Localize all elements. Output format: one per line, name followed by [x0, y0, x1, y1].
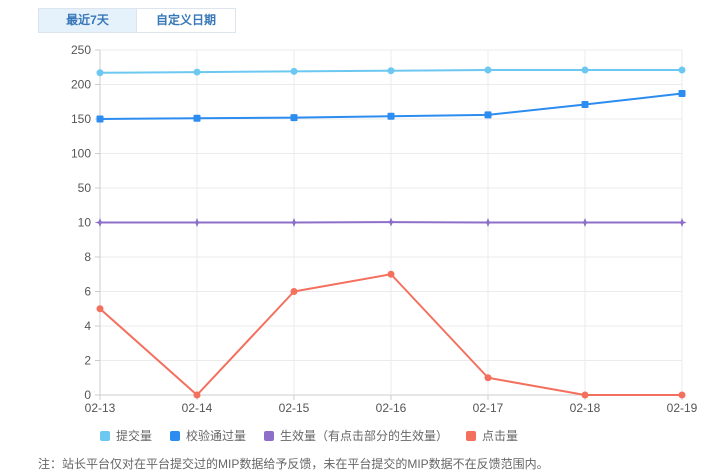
chart-legend: 提交量 校验通过量 生效量（有点击部分的生效量） 点击量: [100, 427, 518, 444]
series-2: [95, 217, 687, 228]
y-tick-label: 8: [84, 250, 91, 264]
data-point: [96, 115, 104, 123]
series-0: [96, 66, 686, 77]
data-point: [386, 217, 396, 227]
legend-item[interactable]: 校验通过量: [170, 427, 246, 444]
legend-label: 提交量: [116, 429, 153, 443]
footnote: 注：站长平台仅对在平台提交过的MIP数据给予反馈，未在平台提交的MIP数据不在反…: [38, 457, 549, 471]
data-point: [96, 69, 104, 77]
data-point: [193, 68, 201, 76]
data-point: [387, 112, 395, 120]
data-point: [581, 391, 589, 399]
tab-recent-7-days[interactable]: 最近7天: [39, 9, 137, 32]
legend-item[interactable]: 提交量: [100, 427, 152, 444]
date-range-tabs: 最近7天 自定义日期: [38, 8, 236, 33]
data-point: [580, 217, 590, 228]
data-point: [290, 67, 298, 75]
series-3: [96, 270, 686, 399]
legend-swatch: [264, 430, 275, 441]
data-point: [289, 217, 299, 228]
legend-label: 点击量: [482, 429, 519, 443]
x-tick-label: 02-18: [570, 401, 601, 415]
y-tick-label: 100: [71, 147, 91, 161]
y-tick-label: 150: [71, 112, 91, 126]
data-point: [193, 391, 201, 399]
data-point: [387, 270, 395, 278]
data-point: [678, 89, 686, 97]
y-tick-label: 200: [71, 78, 91, 92]
data-point: [484, 66, 492, 74]
y-tick-label: 50: [78, 181, 92, 195]
legend-swatch: [100, 430, 110, 441]
data-point: [581, 66, 589, 74]
data-point: [95, 217, 105, 228]
y-tick-label: 10: [78, 216, 92, 230]
data-point: [290, 114, 298, 122]
legend-swatch: [170, 430, 181, 441]
legend-label: 校验通过量: [186, 429, 247, 443]
data-point: [387, 67, 395, 75]
data-point: [678, 66, 686, 74]
legend-item[interactable]: 点击量: [466, 427, 518, 444]
x-tick-label: 02-13: [85, 401, 116, 415]
legend-label: 生效量（有点击部分的生效量）: [280, 429, 449, 443]
tab-custom-date[interactable]: 自定义日期: [137, 9, 235, 32]
y-tick-label: 250: [71, 43, 91, 57]
data-point: [581, 101, 589, 109]
axes: 0 2 4 6 8 10 50 100 150 200 250 02-13 02-14 02-15 02-1…: [71, 43, 698, 415]
y-tick-label: 2: [84, 354, 91, 368]
data-point: [483, 217, 493, 228]
legend-item[interactable]: 生效量（有点击部分的生效量）: [264, 427, 448, 444]
data-point: [96, 305, 104, 313]
data-point: [193, 114, 201, 122]
x-tick-label: 02-16: [376, 401, 407, 415]
series-1: [96, 89, 686, 123]
x-tick-label: 02-19: [667, 401, 698, 415]
data-point: [484, 374, 492, 382]
x-tick-label: 02-15: [279, 401, 310, 415]
data-point: [678, 391, 686, 399]
y-tick-label: 0: [84, 388, 91, 402]
data-point: [192, 217, 202, 228]
y-tick-label: 6: [84, 285, 91, 299]
x-tick-label: 02-17: [473, 401, 504, 415]
y-tick-label: 4: [84, 319, 91, 333]
x-tick-label: 02-14: [182, 401, 213, 415]
legend-swatch: [466, 430, 477, 441]
data-point: [484, 111, 492, 119]
data-point: [677, 217, 687, 228]
data-point: [290, 288, 298, 295]
